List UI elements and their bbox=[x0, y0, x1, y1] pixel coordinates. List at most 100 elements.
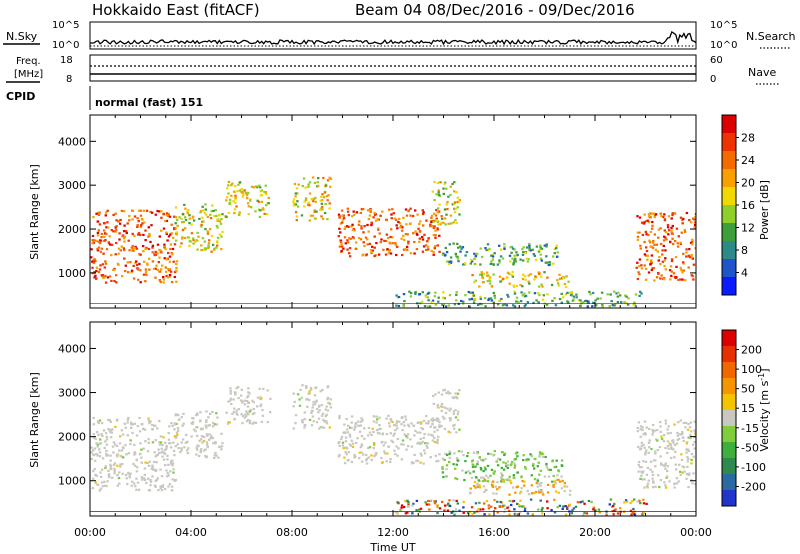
velocity-region bbox=[636, 419, 696, 489]
power-cell bbox=[409, 207, 412, 210]
power-cell bbox=[662, 244, 665, 247]
power-cell bbox=[670, 260, 674, 263]
power-cell bbox=[400, 226, 403, 229]
power-cell bbox=[355, 211, 359, 214]
power-cell bbox=[452, 221, 455, 224]
power-cell bbox=[192, 242, 195, 245]
power-cell bbox=[572, 295, 575, 298]
velocity-cell bbox=[608, 503, 611, 506]
velocity-cell bbox=[101, 434, 104, 438]
power-cell bbox=[171, 247, 175, 251]
velocity-cell bbox=[485, 474, 488, 477]
velocity-cell bbox=[462, 506, 465, 509]
x-tick-label: 00:00 bbox=[74, 526, 106, 539]
velocity-cell bbox=[539, 484, 542, 487]
velocity-cell bbox=[230, 402, 233, 406]
power-cell bbox=[257, 208, 261, 211]
power-cell bbox=[656, 250, 660, 253]
power-cell bbox=[363, 244, 366, 247]
velocity-cell bbox=[652, 459, 656, 462]
power-cell bbox=[579, 304, 582, 308]
power-cell bbox=[143, 260, 146, 263]
power-cell bbox=[541, 285, 544, 288]
velocity-cell bbox=[140, 461, 143, 464]
velocity-cell bbox=[509, 463, 512, 467]
velocity-cell bbox=[563, 490, 566, 493]
velocity-cell bbox=[483, 478, 486, 481]
power-cell bbox=[658, 256, 661, 259]
power-cell bbox=[650, 227, 654, 230]
velocity-cell bbox=[482, 485, 486, 488]
power-cell bbox=[569, 294, 573, 297]
velocity-cell bbox=[404, 418, 408, 421]
velocity-cell bbox=[104, 465, 108, 468]
velocity-cell bbox=[404, 512, 408, 515]
x-tick-label: 00:00 bbox=[680, 526, 712, 539]
velocity-cell bbox=[642, 443, 645, 446]
velocity-cell bbox=[187, 447, 190, 450]
power-cell bbox=[370, 222, 373, 225]
velocity-colorbar-step bbox=[722, 474, 736, 490]
power-cell bbox=[149, 240, 152, 243]
velocity-cell bbox=[110, 428, 113, 431]
velocity-cell bbox=[206, 443, 209, 446]
velocity-cell bbox=[181, 438, 185, 441]
power-cell bbox=[265, 204, 268, 207]
velocity-cell bbox=[639, 428, 642, 431]
velocity-cell bbox=[305, 385, 308, 388]
power-cell bbox=[470, 258, 473, 261]
velocity-cell bbox=[448, 409, 451, 412]
power-cell bbox=[690, 256, 693, 259]
power-cell bbox=[651, 220, 654, 224]
power-cell bbox=[188, 222, 191, 225]
velocity-cell bbox=[689, 434, 692, 437]
power-cell bbox=[96, 212, 100, 215]
velocity-cell bbox=[693, 441, 696, 444]
velocity-cell bbox=[538, 491, 541, 494]
power-cell bbox=[123, 240, 126, 243]
power-cell bbox=[384, 240, 388, 243]
velocity-cell bbox=[350, 415, 354, 418]
velocity-cell bbox=[437, 459, 440, 463]
power-cell bbox=[172, 236, 175, 239]
velocity-cell bbox=[619, 507, 622, 510]
power-cell bbox=[691, 243, 694, 246]
power-cell bbox=[393, 217, 397, 220]
velocity-cell bbox=[347, 424, 350, 427]
velocity-cell bbox=[103, 480, 106, 483]
velocity-cell bbox=[241, 401, 244, 404]
velocity-cell bbox=[424, 501, 427, 504]
velocity-cell bbox=[636, 500, 639, 503]
power-cell bbox=[498, 299, 501, 302]
power-cell bbox=[132, 264, 135, 267]
power-cell bbox=[424, 244, 428, 247]
power-cell bbox=[314, 196, 317, 199]
velocity-cell bbox=[484, 458, 487, 461]
power-cell bbox=[106, 221, 109, 224]
velocity-cell bbox=[162, 436, 165, 439]
power-cell bbox=[447, 222, 450, 225]
power-cell bbox=[681, 222, 684, 225]
velocity-cell bbox=[327, 401, 330, 404]
power-cell bbox=[636, 231, 640, 234]
velocity-cell bbox=[101, 485, 105, 488]
velocity-cell bbox=[407, 425, 411, 428]
velocity-cell bbox=[182, 422, 185, 425]
power-cell bbox=[652, 241, 655, 244]
velocity-cell bbox=[301, 418, 304, 422]
power-colorbar-step bbox=[722, 133, 736, 151]
power-cell bbox=[154, 267, 157, 270]
velocity-cell bbox=[406, 445, 410, 448]
velocity-cell bbox=[147, 441, 150, 444]
power-cell bbox=[93, 239, 96, 242]
x-tick-label: 04:00 bbox=[175, 526, 207, 539]
power-cell bbox=[101, 275, 104, 278]
power-cell bbox=[198, 217, 201, 220]
power-cell bbox=[669, 265, 673, 268]
cpid-row: CPID normal (fast) 151 bbox=[6, 86, 203, 110]
power-cell bbox=[339, 222, 343, 225]
velocity-cell bbox=[210, 435, 213, 438]
power-cell bbox=[688, 256, 691, 259]
velocity-cell bbox=[406, 499, 409, 502]
velocity-cell bbox=[113, 462, 117, 465]
